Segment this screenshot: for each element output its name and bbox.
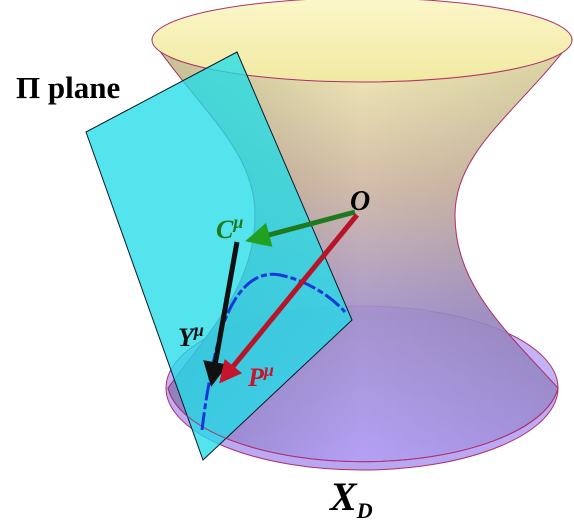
p-label: Pμ xyxy=(247,360,274,392)
y-vector xyxy=(203,241,240,387)
c-vector xyxy=(245,209,356,247)
plane-label: Π plane xyxy=(16,70,120,105)
p-vector xyxy=(219,213,359,384)
top-cap xyxy=(151,0,573,83)
origin-label: O xyxy=(350,186,370,217)
intersection-curve xyxy=(200,272,347,431)
pi-plane xyxy=(85,51,353,461)
xd-label: XD xyxy=(328,474,373,523)
c-label: Cμ xyxy=(216,212,243,244)
y-label: Yμ xyxy=(178,320,204,352)
bottom-rim-front xyxy=(167,387,559,463)
